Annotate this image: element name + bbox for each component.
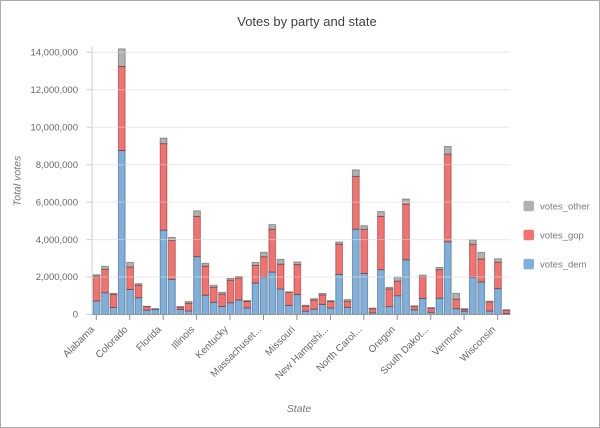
svg-text:votes_other: votes_other bbox=[540, 202, 590, 213]
svg-text:votes_gop: votes_gop bbox=[540, 231, 584, 242]
svg-text:14,000,000: 14,000,000 bbox=[30, 48, 78, 59]
svg-text:State: State bbox=[287, 403, 312, 415]
svg-text:6,000,000: 6,000,000 bbox=[36, 197, 78, 208]
svg-text:8,000,000: 8,000,000 bbox=[36, 160, 78, 171]
svg-text:2,000,000: 2,000,000 bbox=[36, 272, 78, 283]
svg-text:4,000,000: 4,000,000 bbox=[36, 235, 78, 246]
svg-text:Votes by party and state: Votes by party and state bbox=[237, 14, 376, 29]
svg-text:12,000,000: 12,000,000 bbox=[30, 85, 78, 96]
svg-text:votes_dem: votes_dem bbox=[540, 260, 587, 271]
svg-text:0: 0 bbox=[73, 310, 78, 321]
svg-text:Total votes: Total votes bbox=[12, 155, 24, 206]
svg-text:10,000,000: 10,000,000 bbox=[30, 122, 78, 133]
